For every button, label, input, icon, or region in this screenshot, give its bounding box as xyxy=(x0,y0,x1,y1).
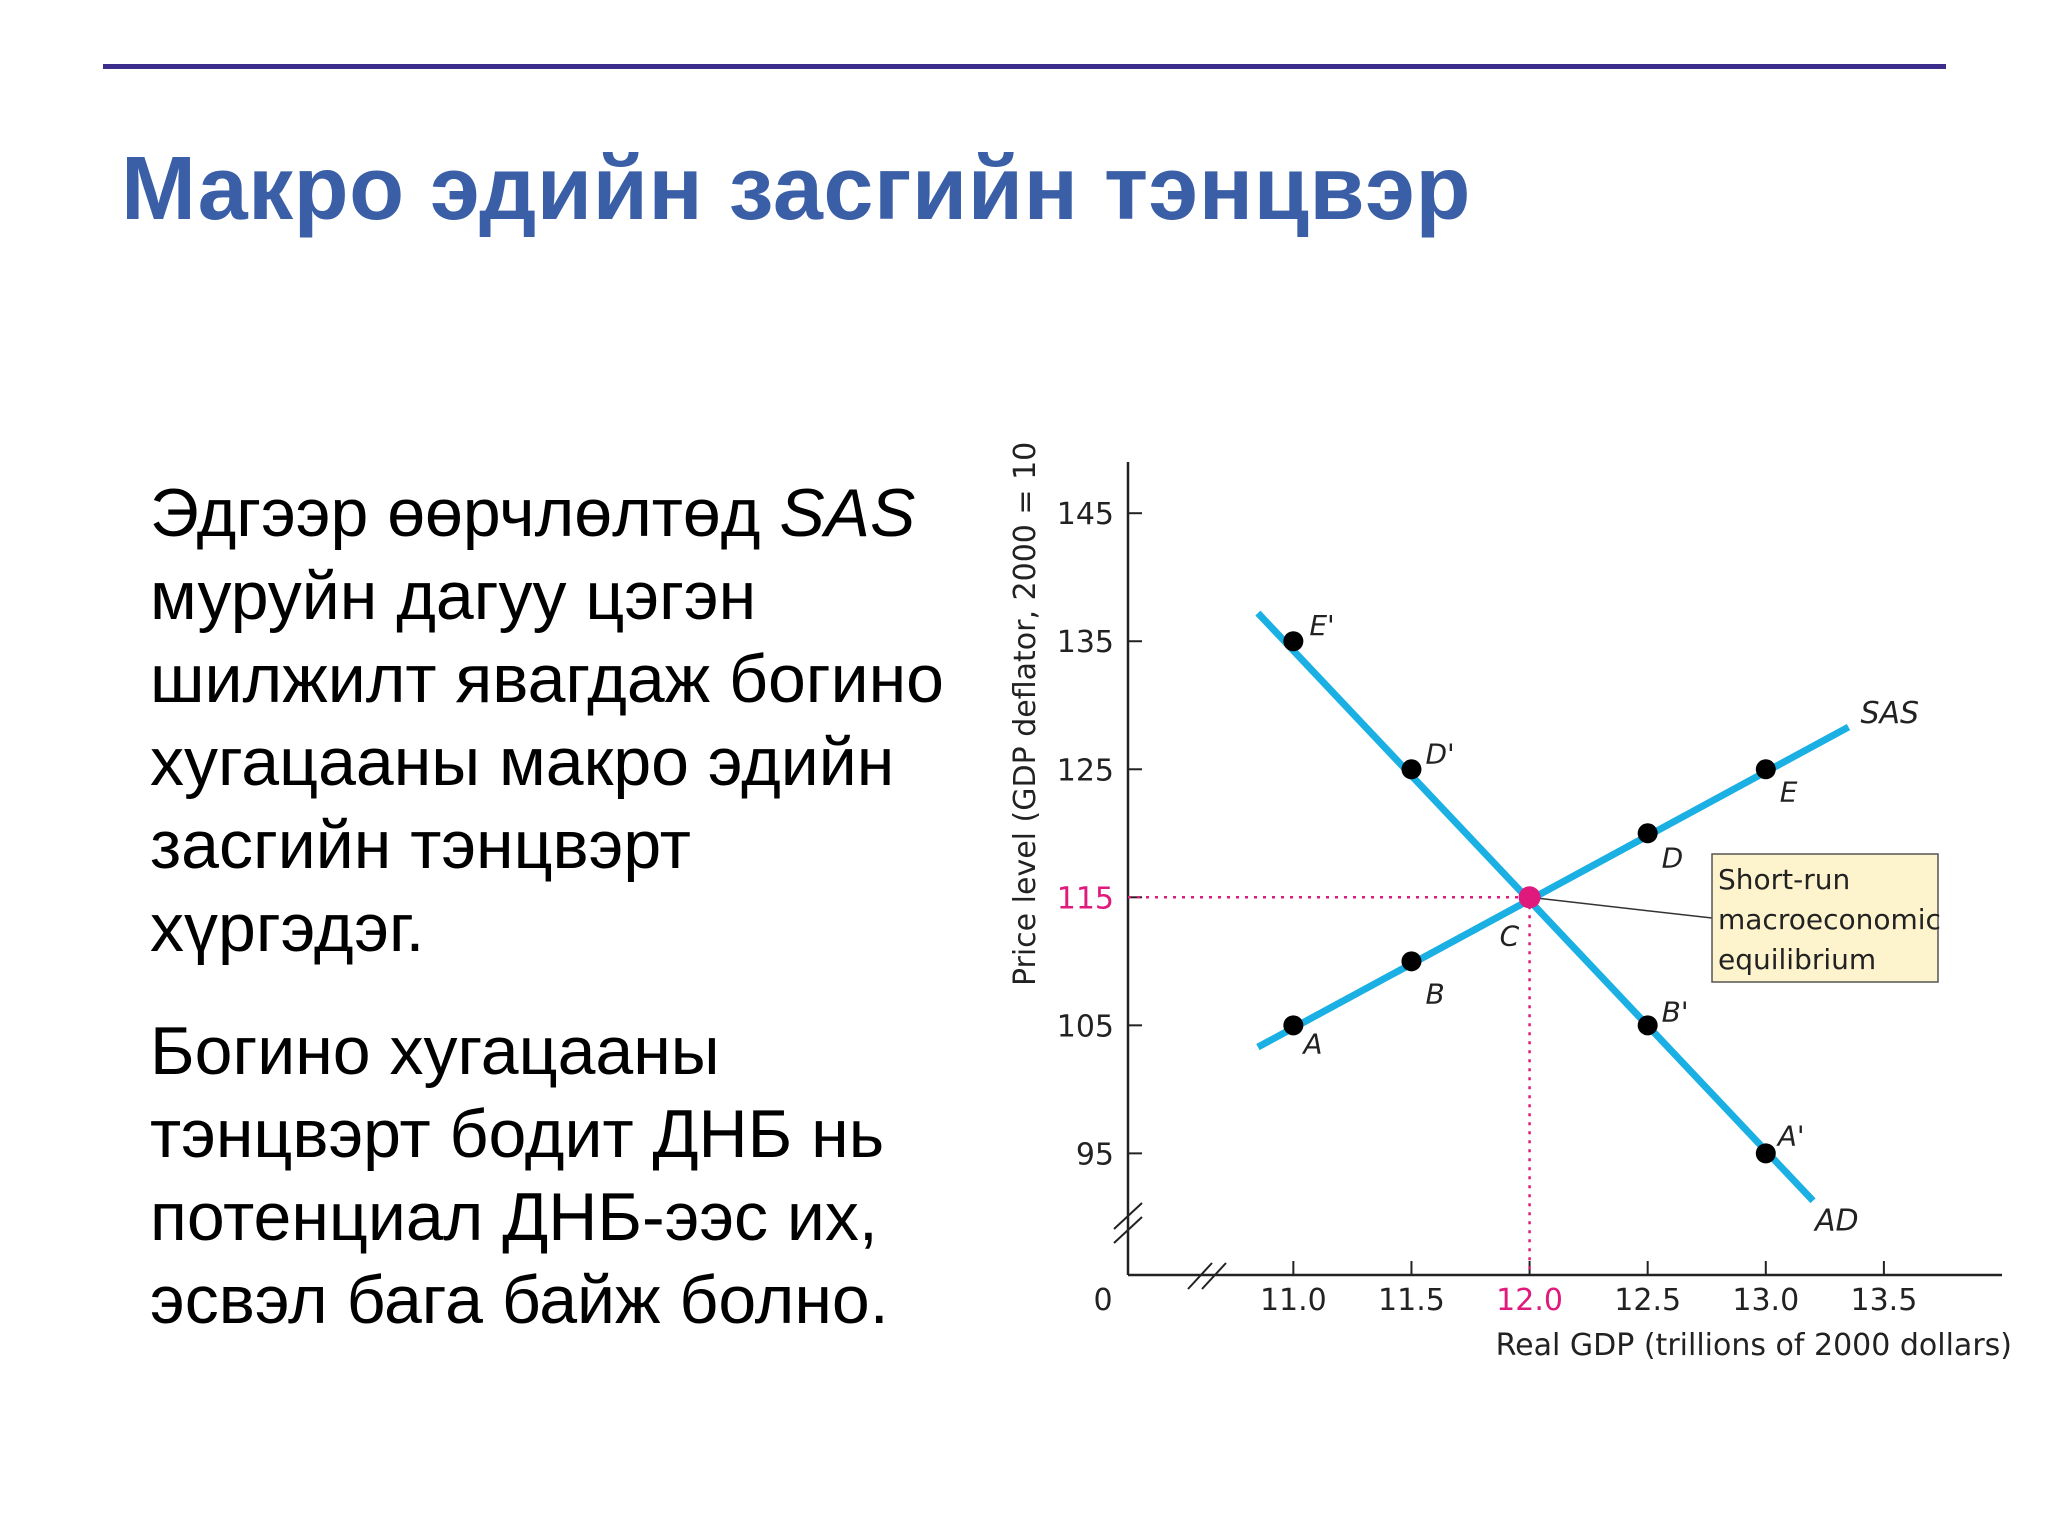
data-point xyxy=(1401,951,1422,972)
x-axis-break-mark xyxy=(1187,1262,1213,1290)
point-label: D' xyxy=(1425,737,1454,770)
sas-curve xyxy=(1256,723,1851,1051)
x-tick-label: 12.5 xyxy=(1614,1283,1681,1318)
origin-label: 0 xyxy=(1093,1283,1112,1318)
slide-title: Макро эдийн засгийн тэнцвэр xyxy=(121,139,1471,239)
point-label: D xyxy=(1662,841,1684,874)
y-axis-break-mark xyxy=(1113,1216,1143,1244)
top-rule xyxy=(103,64,1946,69)
x-tick-label: 13.0 xyxy=(1732,1283,1799,1318)
data-point xyxy=(1637,823,1658,844)
paragraph-1-after: муруйн дагуу цэгэн шилжилт явагдаж богин… xyxy=(150,558,944,966)
x-tick-label: 11.5 xyxy=(1378,1283,1445,1318)
y-tick-label: 145 xyxy=(1057,497,1114,532)
sas-curve-label: SAS xyxy=(1860,696,1919,731)
equilibrium-chart: 95 105 115 125 135 145 11.0 11.5 12.0 12.5 13.0 13.… xyxy=(1008,440,2012,1363)
y-tick-label: 125 xyxy=(1057,753,1114,788)
body-text: Эдгээр өөрчлөлтөд SAS муруйн дагуу цэгэн… xyxy=(150,472,980,1382)
data-point xyxy=(1755,759,1776,780)
y-axis-title: Price level (GDP deflator, 2000 = 100) xyxy=(1008,440,1043,986)
point-label: E' xyxy=(1309,609,1334,642)
paragraph-1: Эдгээр өөрчлөлтөд SAS муруйн дагуу цэгэн… xyxy=(150,472,980,970)
point-label: B xyxy=(1425,977,1444,1010)
data-point xyxy=(1637,1015,1658,1036)
y-tick-label: 105 xyxy=(1057,1009,1114,1044)
paragraph-1-sas: SAS xyxy=(779,475,916,551)
point-label: A xyxy=(1301,1027,1322,1060)
callout-leader xyxy=(1529,896,1713,919)
x-axis-title: Real GDP (trillions of 2000 dollars) xyxy=(1496,1328,2012,1363)
y-tick-label: 135 xyxy=(1057,625,1114,660)
y-axis-break-mark xyxy=(1113,1202,1143,1230)
equilibrium-point xyxy=(1518,886,1541,909)
x-tick-label: 11.0 xyxy=(1260,1283,1327,1318)
y-tick-label: 95 xyxy=(1076,1137,1114,1172)
paragraph-1-before: Эдгээр өөрчлөлтөд xyxy=(150,475,780,551)
point-label: A' xyxy=(1776,1119,1805,1152)
paragraph-2: Богино хугацааны тэнцвэрт бодит ДНБ нь п… xyxy=(150,1013,889,1338)
x-tick-label: 12.0 xyxy=(1496,1283,1563,1318)
callout-text: equilibrium xyxy=(1718,943,1876,976)
callout-text: macroeconomic xyxy=(1718,903,1941,936)
data-point xyxy=(1283,1015,1304,1036)
point-label: C xyxy=(1500,919,1520,952)
point-label: B' xyxy=(1662,995,1689,1028)
callout-text: Short-run xyxy=(1718,863,1850,896)
data-point xyxy=(1401,759,1422,780)
ad-curve xyxy=(1255,610,1816,1204)
data-point xyxy=(1755,1143,1776,1164)
point-label: E xyxy=(1780,775,1798,808)
data-point xyxy=(1283,631,1304,652)
callout-box xyxy=(1711,853,1939,983)
x-axis-break-mark xyxy=(1201,1262,1227,1290)
y-tick-label: 115 xyxy=(1057,881,1114,916)
x-tick-label: 13.5 xyxy=(1850,1283,1917,1318)
ad-curve-label: AD xyxy=(1813,1204,1859,1239)
